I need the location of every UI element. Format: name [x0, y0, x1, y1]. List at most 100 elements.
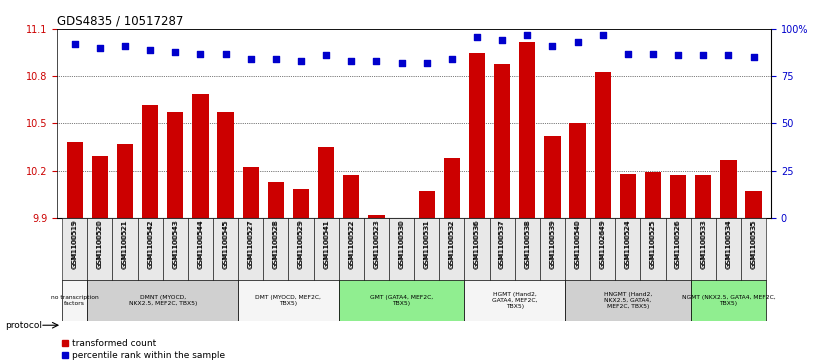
Bar	[293, 189, 309, 218]
Text: GSM1100525: GSM1100525	[650, 219, 656, 268]
Bar	[242, 167, 259, 218]
Text: GSM1100532: GSM1100532	[449, 220, 455, 269]
Bar	[519, 42, 535, 218]
Text: no transcription
factors: no transcription factors	[51, 295, 99, 306]
Text: protocol: protocol	[5, 321, 42, 330]
Text: GSM1102649: GSM1102649	[600, 219, 605, 268]
Text: GSM1100534: GSM1100534	[725, 220, 731, 269]
Point	[269, 56, 282, 62]
Text: GSM1100534: GSM1100534	[725, 219, 731, 268]
Bar	[162, 218, 188, 281]
Point	[697, 53, 710, 58]
Text: GDS4835 / 10517287: GDS4835 / 10517287	[57, 15, 184, 28]
Bar	[540, 218, 565, 281]
Point	[320, 53, 333, 58]
Bar	[188, 218, 213, 281]
Point	[169, 49, 182, 54]
Point	[69, 41, 82, 47]
Text: GSM1100528: GSM1100528	[273, 220, 279, 269]
Text: GSM1100526: GSM1100526	[675, 220, 681, 269]
Bar	[138, 218, 162, 281]
Text: GSM1100528: GSM1100528	[273, 219, 279, 268]
Bar	[439, 218, 464, 281]
Text: GSM1100541: GSM1100541	[323, 220, 329, 269]
Bar	[238, 280, 339, 321]
Point	[621, 51, 634, 57]
Text: DMT (MYOCD, MEF2C,
TBX5): DMT (MYOCD, MEF2C, TBX5)	[255, 295, 322, 306]
Text: GSM1100522: GSM1100522	[348, 219, 354, 268]
Point	[395, 60, 408, 66]
Text: GSM1100537: GSM1100537	[499, 219, 505, 268]
Text: GSM1100526: GSM1100526	[675, 219, 681, 268]
Text: GSM1100541: GSM1100541	[323, 219, 329, 268]
Text: GSM1100519: GSM1100519	[72, 219, 78, 268]
Text: GSM1100535: GSM1100535	[751, 219, 756, 268]
Text: GSM1100540: GSM1100540	[574, 219, 580, 268]
Bar	[641, 218, 666, 281]
Bar	[716, 218, 741, 281]
Text: GSM1100543: GSM1100543	[172, 219, 178, 268]
Bar	[414, 218, 439, 281]
Point	[219, 51, 232, 57]
Text: DMNT (MYOCD,
NKX2.5, MEF2C, TBX5): DMNT (MYOCD, NKX2.5, MEF2C, TBX5)	[129, 295, 197, 306]
Text: GSM1100535: GSM1100535	[751, 220, 756, 269]
Bar	[339, 218, 364, 281]
Point	[295, 58, 308, 64]
Bar	[615, 218, 641, 281]
Bar	[288, 218, 313, 281]
Point	[722, 53, 735, 58]
Bar	[67, 142, 83, 218]
Text: GSM1100542: GSM1100542	[147, 220, 153, 269]
Bar	[117, 144, 133, 218]
Text: GSM1100536: GSM1100536	[474, 220, 480, 269]
Text: GSM1100538: GSM1100538	[524, 220, 530, 269]
Text: GSM1100545: GSM1100545	[223, 220, 228, 269]
Point	[93, 45, 106, 51]
Bar	[343, 175, 359, 218]
Text: GSM1100539: GSM1100539	[549, 220, 556, 269]
Text: GSM1100532: GSM1100532	[449, 219, 455, 268]
Bar	[87, 280, 238, 321]
Text: HGMT (Hand2,
GATA4, MEF2C,
TBX5): HGMT (Hand2, GATA4, MEF2C, TBX5)	[492, 292, 538, 309]
Bar	[313, 218, 339, 281]
Point	[546, 43, 559, 49]
Text: GSM1100524: GSM1100524	[625, 219, 631, 268]
Point	[118, 43, 131, 49]
Text: GSM1100531: GSM1100531	[424, 220, 430, 269]
Bar	[690, 280, 766, 321]
Text: GSM1100525: GSM1100525	[650, 220, 656, 269]
Text: GSM1100524: GSM1100524	[625, 220, 631, 269]
Point	[495, 37, 508, 43]
Text: GSM1100539: GSM1100539	[549, 219, 556, 268]
Bar	[318, 147, 335, 218]
Bar	[389, 218, 414, 281]
Text: GSM1100520: GSM1100520	[97, 220, 103, 269]
Text: GSM1100540: GSM1100540	[574, 220, 580, 269]
Bar	[645, 172, 661, 218]
Bar	[444, 158, 460, 218]
Text: transformed count: transformed count	[72, 339, 156, 348]
Point	[571, 39, 584, 45]
Point	[194, 51, 207, 57]
Text: GSM1100523: GSM1100523	[374, 220, 379, 269]
Point	[471, 34, 484, 40]
Bar	[721, 160, 737, 218]
Text: GSM1100523: GSM1100523	[374, 219, 379, 268]
Bar	[62, 280, 87, 321]
Bar	[670, 175, 686, 218]
Point	[370, 58, 383, 64]
Bar	[339, 280, 464, 321]
Point	[420, 60, 433, 66]
Bar	[113, 218, 138, 281]
Text: GSM1100530: GSM1100530	[398, 219, 405, 268]
Point	[672, 53, 685, 58]
Bar	[264, 218, 288, 281]
Bar	[217, 113, 233, 218]
Text: GSM1100529: GSM1100529	[298, 220, 304, 269]
Bar	[690, 218, 716, 281]
Bar	[87, 218, 113, 281]
Text: GMT (GATA4, MEF2C,
TBX5): GMT (GATA4, MEF2C, TBX5)	[370, 295, 433, 306]
Bar	[570, 123, 586, 218]
Text: GSM1100538: GSM1100538	[524, 219, 530, 268]
Point	[446, 56, 459, 62]
